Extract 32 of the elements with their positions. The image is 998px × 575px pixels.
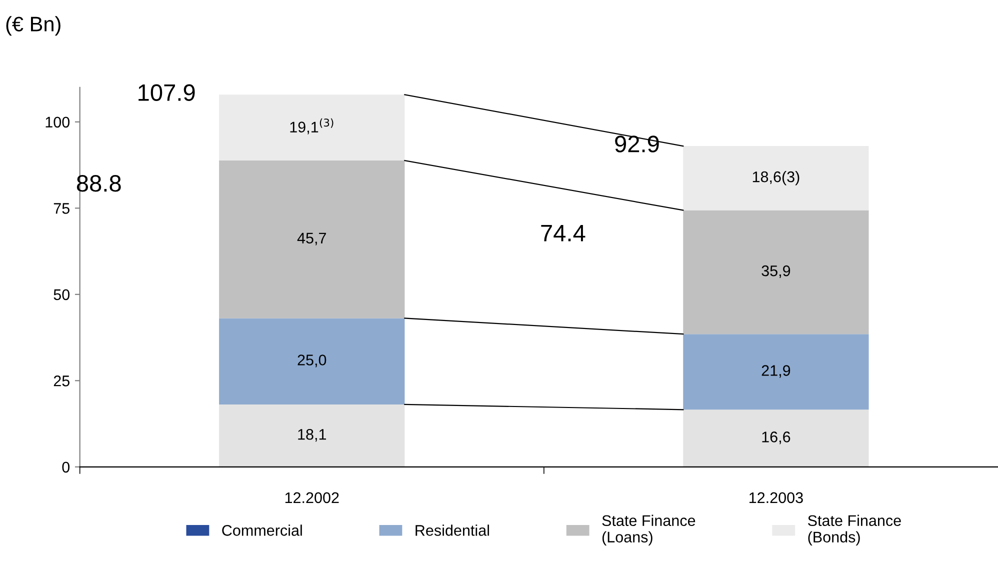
legend-label: State Finance (Loans) (602, 514, 696, 546)
y-tick-label: 50 (54, 289, 70, 300)
data-label: 21,9 (762, 365, 790, 378)
data-label: 25,0 (298, 354, 326, 368)
bar (219, 318, 405, 404)
bar (683, 410, 869, 467)
legend-label: State Finance (Bonds) (808, 514, 901, 546)
y-tick-label: 0 (62, 462, 70, 473)
data-label: 18,1 (298, 428, 326, 442)
data-label: 45,7 (297, 232, 326, 246)
bar (683, 210, 869, 334)
data-label: 16,6 (762, 432, 790, 444)
data-label: 19,1$^{(3)}$ (290, 118, 334, 134)
legend-label: Commercial (222, 524, 302, 536)
y-tick-label: 75 (54, 203, 70, 214)
y-tick-label: 25 (54, 376, 70, 386)
data-label: 18,6(3) (752, 171, 800, 186)
bar (219, 94, 405, 161)
total-label: 92.9 (615, 136, 659, 152)
bar (683, 334, 869, 410)
legend-label: Residential (416, 524, 489, 536)
x-tick-label: 12.2003 (750, 492, 803, 504)
bar (219, 404, 405, 467)
total-label: 107.9 (138, 84, 195, 101)
bar (219, 160, 405, 318)
x-tick-label: 12.2002 (285, 492, 339, 504)
y-axis-title: (€ Bn) (6, 16, 60, 36)
bar (683, 146, 869, 210)
annotation: 88.8 (76, 175, 121, 192)
annotation: 74.4 (541, 224, 586, 242)
data-label: 35,9 (762, 265, 790, 278)
y-tick-label: 100 (46, 116, 70, 128)
